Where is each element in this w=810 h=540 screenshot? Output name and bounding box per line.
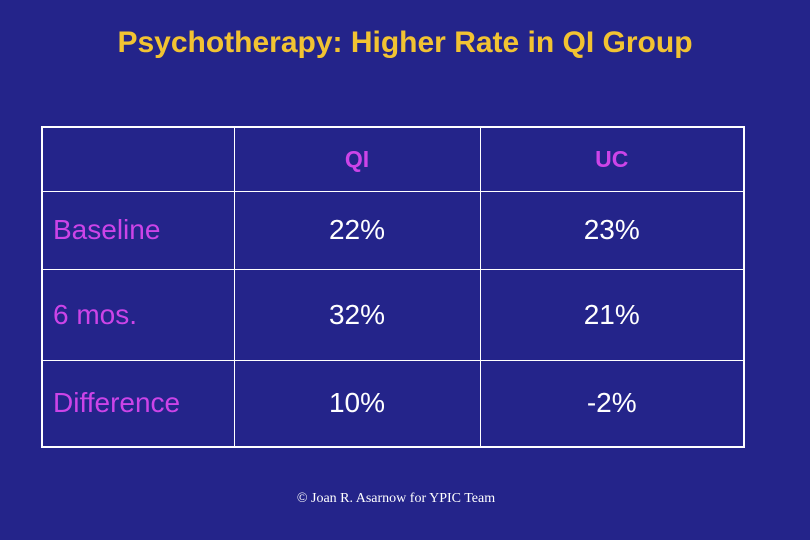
cell-6mos-qi: 32%	[233, 268, 481, 361]
footer-credit: © Joan R. Asarnow for YPIC Team	[296, 491, 496, 506]
table-row-baseline: Baseline 22% 23%	[41, 190, 745, 270]
cell-baseline-qi: 22%	[233, 190, 481, 270]
cell-difference-qi: 10%	[233, 359, 481, 448]
cell-6mos-uc: 21%	[479, 268, 745, 361]
table-row-6mos: 6 mos. 32% 21%	[41, 268, 745, 361]
slide-title: Psychotherapy: Higher Rate in QI Group	[117, 26, 693, 59]
cell-difference-uc: -2%	[479, 359, 745, 448]
corner-cell	[41, 126, 235, 192]
cell-baseline-uc: 23%	[479, 190, 745, 270]
column-header-qi: QI	[233, 126, 481, 192]
results-table: QI UC Baseline 22% 23% 6 mos. 32% 21% Di…	[41, 126, 745, 448]
table-header-row: QI UC	[41, 126, 745, 192]
row-label-difference: Difference	[41, 359, 235, 448]
column-header-uc: UC	[479, 126, 745, 192]
row-label-baseline: Baseline	[41, 190, 235, 270]
table-row-difference: Difference 10% -2%	[41, 359, 745, 448]
row-label-6mos: 6 mos.	[41, 268, 235, 361]
